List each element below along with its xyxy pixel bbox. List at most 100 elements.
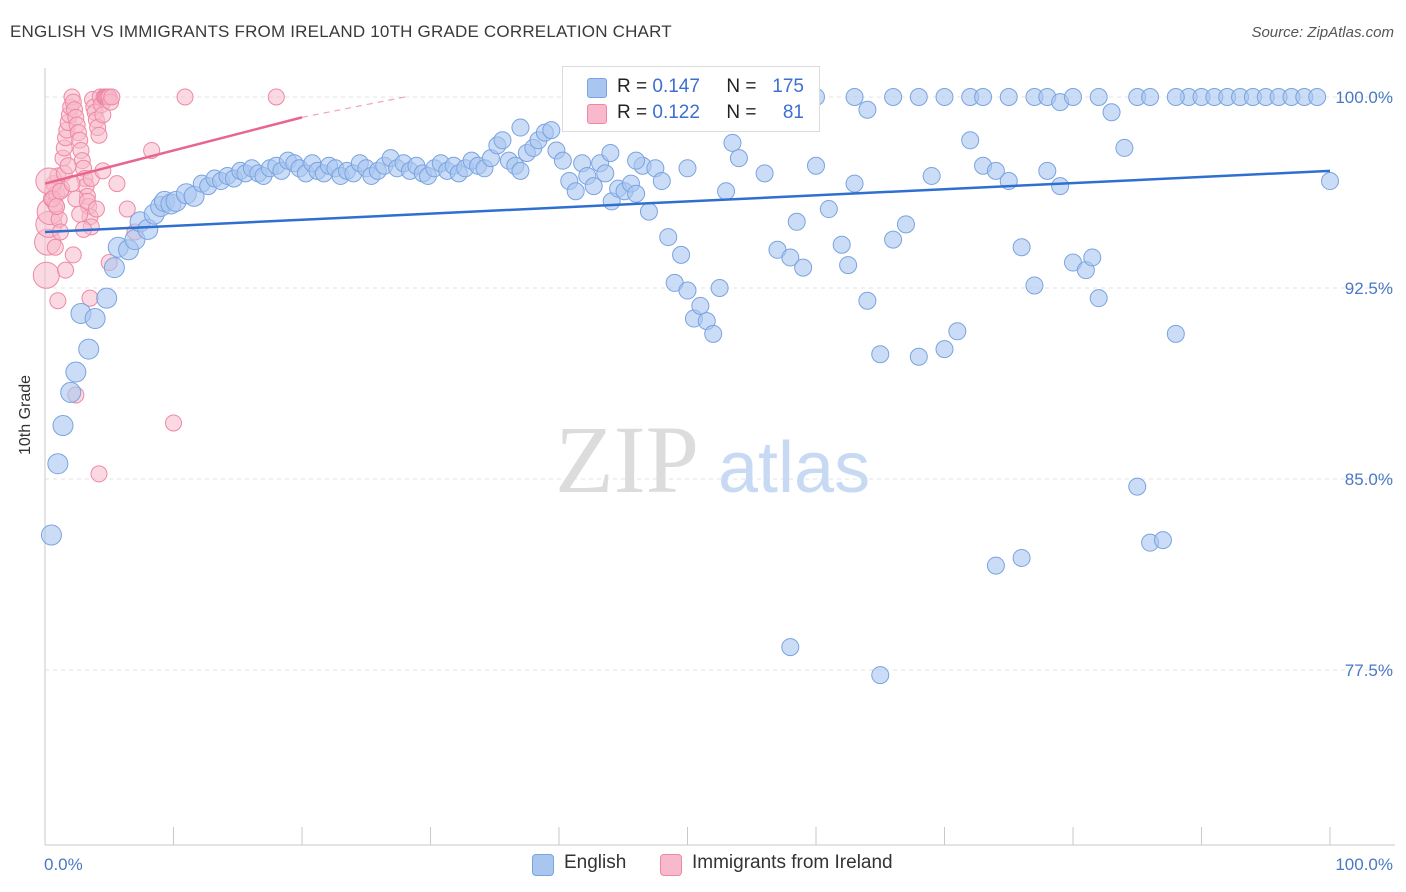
y-axis-label: 10th Grade <box>17 374 34 455</box>
legend-n-value-ireland: 81 <box>782 102 804 123</box>
english-point <box>627 184 646 203</box>
english-point <box>839 256 858 275</box>
english-point <box>1102 103 1121 122</box>
english-point <box>60 381 82 403</box>
english-point <box>1012 548 1031 567</box>
legend-swatch-english <box>587 78 607 98</box>
ireland-point <box>48 198 66 216</box>
english-point <box>729 149 748 168</box>
bottom-legend-swatch-english <box>532 854 554 876</box>
english-point <box>999 88 1018 106</box>
watermark-atlas: atlas <box>718 428 870 508</box>
y-tick-label: 85.0% <box>1345 470 1393 489</box>
english-point <box>47 453 69 475</box>
english-point <box>935 88 954 106</box>
english-point <box>493 131 512 150</box>
legend-r-label: R = <box>617 76 648 97</box>
x-tick-label: 0.0% <box>44 855 83 874</box>
english-point <box>627 151 646 170</box>
english-point <box>40 524 62 546</box>
english-point <box>566 182 585 201</box>
english-series <box>40 88 1339 685</box>
ireland-point <box>267 88 285 106</box>
legend: R = 0.147 N = 175 R = 0.122 N = 81 <box>562 66 820 132</box>
english-point <box>553 151 572 170</box>
english-point <box>884 88 903 106</box>
english-point <box>723 133 742 152</box>
english-point <box>794 258 813 277</box>
english-point <box>84 308 106 330</box>
ireland-point <box>57 261 75 279</box>
english-point <box>652 172 671 191</box>
english-point <box>1308 88 1327 106</box>
english-point <box>845 88 864 106</box>
ireland-point <box>118 200 136 218</box>
english-point <box>1083 248 1102 267</box>
english-point <box>1166 324 1185 343</box>
ireland-point <box>64 246 82 264</box>
english-point <box>717 182 736 201</box>
legend-n-value-english: 175 <box>772 76 804 97</box>
legend-r-value-ireland: 0.122 <box>652 102 700 123</box>
english-point <box>909 88 928 106</box>
english-point <box>807 156 825 175</box>
english-point <box>691 296 710 315</box>
english-point <box>884 230 903 249</box>
english-point <box>922 166 941 185</box>
english-point <box>871 345 890 364</box>
y-tick-label: 77.5% <box>1345 661 1393 680</box>
x-tick-label: 100.0% <box>1335 855 1393 874</box>
ireland-trend-line <box>44 116 303 185</box>
english-point <box>819 200 838 219</box>
english-point <box>986 556 1005 575</box>
ireland-point <box>90 126 108 144</box>
english-point <box>1038 161 1057 180</box>
english-point <box>858 100 877 119</box>
legend-swatch-ireland <box>587 104 607 124</box>
english-point <box>755 164 774 183</box>
english-point <box>1089 289 1108 308</box>
english-point <box>1115 138 1134 157</box>
english-point <box>103 257 125 279</box>
english-point <box>584 177 603 196</box>
ireland-point <box>46 238 64 256</box>
english-point <box>1166 88 1185 106</box>
english-point <box>781 248 800 267</box>
english-point <box>1089 88 1108 106</box>
english-point <box>1128 477 1147 496</box>
english-point <box>935 340 954 359</box>
grid-lines <box>45 96 1395 671</box>
legend-n-label: N = <box>726 76 757 97</box>
bottom-legend: English Immigrants from Ireland <box>0 852 1406 878</box>
english-point <box>832 235 851 254</box>
ireland-point <box>32 261 60 289</box>
english-trend-line <box>44 169 1331 234</box>
english-point <box>78 338 100 360</box>
english-point <box>672 245 691 264</box>
legend-r-value-english: 0.147 <box>652 76 700 97</box>
english-point <box>1064 88 1082 106</box>
ireland-point <box>108 175 126 193</box>
english-point <box>511 118 530 137</box>
ireland-trend-extension <box>301 96 405 118</box>
ireland-point <box>90 465 108 483</box>
english-point <box>601 144 620 163</box>
english-point <box>542 121 561 140</box>
ireland-point <box>94 106 112 124</box>
english-point <box>1153 531 1172 550</box>
english-point <box>961 131 980 150</box>
english-point <box>96 287 118 309</box>
english-point <box>511 161 530 180</box>
english-point <box>948 322 967 341</box>
english-point <box>871 666 890 685</box>
ireland-point <box>49 292 67 310</box>
english-point <box>596 164 615 183</box>
trend-lines <box>44 96 1331 234</box>
english-point <box>986 161 1005 180</box>
bottom-legend-label-ireland: Immigrants from Ireland <box>692 852 893 873</box>
english-point <box>1141 88 1160 106</box>
bottom-legend-swatch-ireland <box>660 854 682 876</box>
y-tick-label: 92.5% <box>1345 279 1393 298</box>
ireland-point <box>165 414 182 432</box>
